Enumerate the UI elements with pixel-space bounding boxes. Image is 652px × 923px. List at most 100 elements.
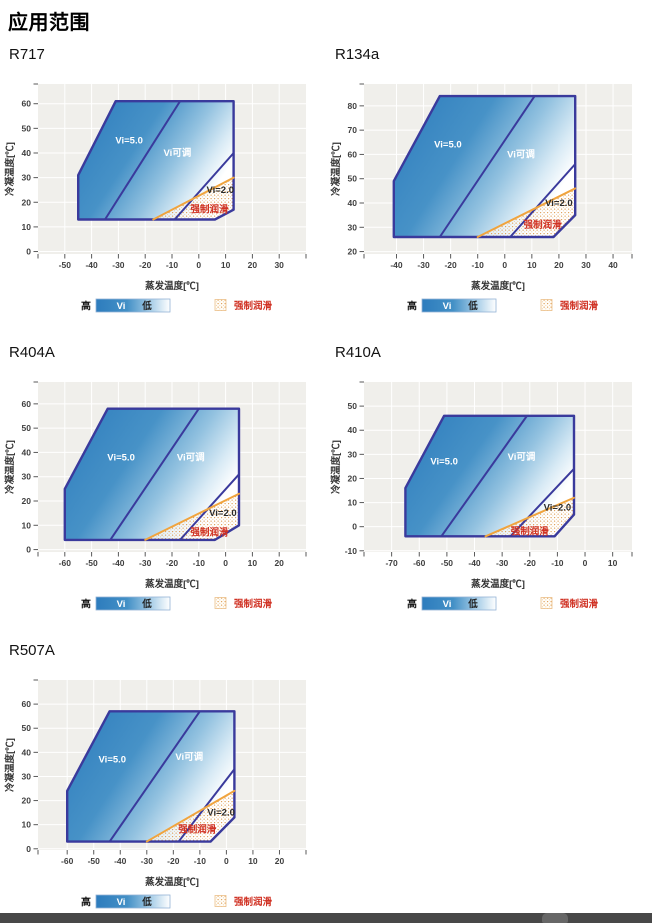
operating-envelope-border — [392, 94, 577, 239]
legend-vi-label: Vi — [117, 599, 126, 610]
x-tick-label: 20 — [554, 260, 564, 270]
operating-envelope-fill — [64, 408, 239, 540]
y-axis-title: 冷凝温度[℃] — [330, 440, 342, 494]
x-tick-label: -10 — [166, 260, 179, 270]
region-label-3: Vi=2.0 — [545, 198, 573, 209]
region-label-2: Vi可调 — [508, 451, 536, 463]
legend-vi-label: Vi — [443, 599, 452, 610]
y-tick-label: 40 — [348, 425, 358, 435]
y-tick-label: 50 — [22, 723, 32, 733]
region-label-4: 强制润滑 — [191, 204, 230, 216]
bottom-scrollbar-track[interactable] — [0, 913, 652, 923]
chart-title: R134a — [335, 46, 380, 63]
legend-high-label: 高 — [81, 896, 91, 909]
forced-lube-line — [476, 187, 577, 238]
operating-envelope-fill — [78, 101, 234, 220]
legend-vi-gradient-bar — [421, 298, 497, 313]
x-axis-title: 蒸发温度[℃] — [471, 578, 525, 590]
vi5-boundary-line — [440, 415, 528, 537]
region-label-2: Vi可调 — [177, 451, 205, 463]
x-tick-label: 0 — [583, 558, 588, 568]
legend-high-label: 高 — [81, 598, 91, 611]
x-tick-label: -20 — [167, 856, 180, 866]
legend-low-label: 低 — [467, 598, 478, 610]
region-label-4: 强制润滑 — [524, 219, 563, 231]
chart-figure-R717: -50 -40 -30 -20 -10 0 10 20 30 0 10 20 30 40 50 60 蒸发温度[… — [4, 83, 307, 313]
region-label-3: Vi=2.0 — [544, 502, 572, 513]
y-tick-label: 50 — [22, 123, 32, 133]
legend-lube-label: 强制润滑 — [234, 598, 273, 610]
x-tick-label: -50 — [88, 856, 101, 866]
chart-title: R507A — [9, 642, 55, 659]
x-tick-label: -10 — [472, 260, 485, 270]
region-label-2: Vi可调 — [507, 148, 535, 160]
y-tick-label: 60 — [22, 99, 32, 109]
forced-lube-line — [144, 492, 240, 541]
x-tick-label: -40 — [85, 260, 98, 270]
x-tick-label: -10 — [551, 558, 564, 568]
x-tick-label: -60 — [413, 558, 426, 568]
x-tick-label: 40 — [608, 260, 618, 270]
operating-envelope-border — [63, 407, 241, 542]
x-tick-label: 10 — [248, 558, 258, 568]
vi2-boundary-line — [509, 163, 576, 238]
x-tick-label: 20 — [248, 260, 258, 270]
chart-title: R717 — [9, 46, 45, 63]
y-tick-label: 20 — [348, 247, 358, 257]
y-axis-title: 冷凝温度[℃] — [4, 738, 16, 792]
x-tick-label: -50 — [59, 260, 72, 270]
legend-low-label: 低 — [141, 598, 152, 610]
region-label-3: Vi=2.0 — [207, 808, 235, 819]
x-tick-label: 10 — [608, 558, 618, 568]
x-tick-label: 0 — [502, 260, 507, 270]
scrollbar-thumb[interactable] — [542, 913, 568, 923]
y-axis-title: 冷凝温度[℃] — [330, 142, 342, 196]
x-tick-label: -30 — [496, 558, 509, 568]
forced-lube-line — [145, 789, 236, 843]
x-tick-label: -10 — [194, 856, 207, 866]
y-tick-label: 0 — [26, 844, 31, 854]
vi2-boundary-line — [177, 768, 236, 843]
y-tick-label: 40 — [348, 198, 358, 208]
legend-vi-label: Vi — [117, 897, 126, 908]
region-label-4: 强制润滑 — [178, 824, 217, 836]
region-label-1: Vi=5.0 — [434, 140, 462, 151]
legend-lube-label: 强制润滑 — [234, 896, 273, 908]
region-label-1: Vi=5.0 — [107, 452, 135, 463]
y-tick-label: 30 — [22, 771, 32, 781]
page-title: 应用范围 — [8, 12, 90, 34]
x-tick-label: -20 — [139, 260, 152, 270]
region-label-1: Vi=5.0 — [99, 755, 127, 766]
y-tick-label: 30 — [348, 222, 358, 232]
x-tick-label: 30 — [581, 260, 591, 270]
chart-block-R404A: R404A -60 -50 -40 -30 -20 -10 0 10 20 0 10 20 30 40 50 6… — [0, 344, 326, 616]
legend-low-label: 低 — [141, 896, 152, 908]
operating-envelope-border — [65, 710, 236, 843]
x-tick-label: 0 — [223, 558, 228, 568]
region-label-2: Vi可调 — [163, 147, 191, 159]
legend-high-label: 高 — [81, 300, 91, 313]
x-tick-label: -40 — [114, 856, 127, 866]
y-tick-label: 60 — [22, 699, 32, 709]
vi5-boundary-line — [438, 95, 536, 238]
x-tick-label: 20 — [275, 856, 285, 866]
chart-block-R410A: R410A -70 -60 -50 -40 -30 -20 -10 0 10 -10 0 10 20 30 4… — [326, 344, 652, 616]
y-tick-label: 60 — [22, 399, 32, 409]
legend-lube-label: 强制润滑 — [234, 300, 273, 312]
y-tick-label: 10 — [22, 820, 32, 830]
y-tick-label: 10 — [22, 520, 32, 530]
forced-lube-line — [484, 496, 575, 538]
region-label-2: Vi可调 — [175, 751, 203, 763]
chart-block-R507A: R507A -60 -50 -40 -30 -20 -10 0 10 20 0 10 20 30 40 50 6… — [0, 642, 326, 914]
x-tick-label: -10 — [193, 558, 206, 568]
legend-vi-gradient-bar — [95, 894, 171, 909]
region-label-3: Vi=2.0 — [206, 185, 234, 196]
legend-high-label: 高 — [407, 598, 417, 611]
x-tick-label: -30 — [139, 558, 152, 568]
x-tick-label: 30 — [274, 260, 284, 270]
y-tick-label: 20 — [348, 473, 358, 483]
x-tick-label: -40 — [468, 558, 481, 568]
vi5-boundary-line — [109, 408, 200, 541]
vi5-boundary-line — [108, 710, 201, 843]
vi2-boundary-line — [509, 468, 575, 538]
